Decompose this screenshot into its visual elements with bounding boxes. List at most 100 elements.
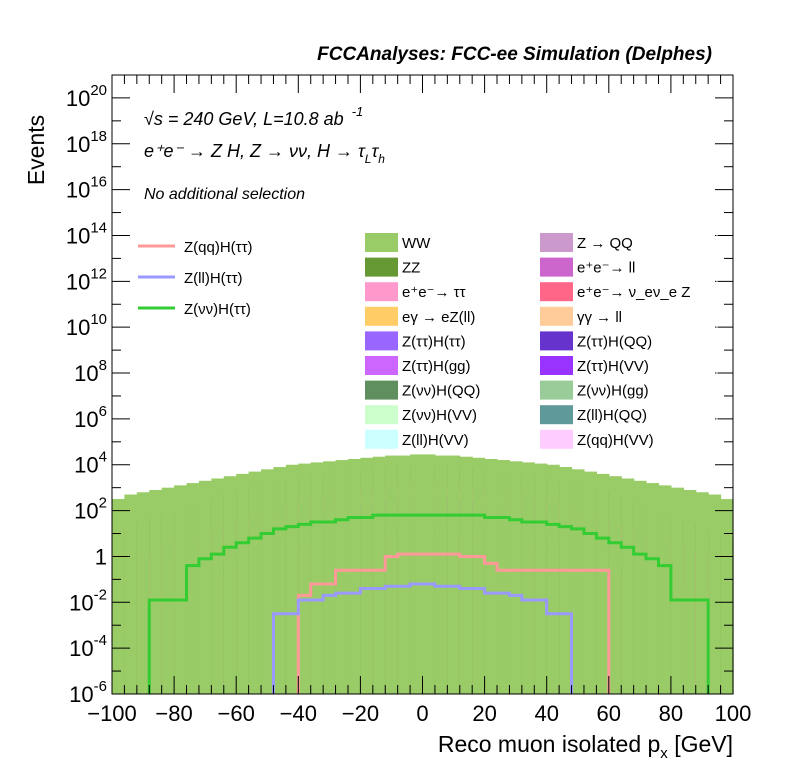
y-axis-label: Events	[23, 115, 49, 185]
y-tick-label-13: 10-6	[69, 678, 107, 707]
component-bar-11-7	[198, 483, 212, 694]
legend-label-5: e⁺e⁻→ ν_eν_e Z	[577, 284, 690, 301]
component-bar-11-1	[124, 496, 137, 694]
legend-swatch-11	[540, 356, 573, 375]
component-bar-11-46	[683, 492, 696, 694]
legend-swatch-0	[365, 233, 398, 252]
x-tick-label-0: −100	[87, 701, 137, 726]
annotation-process: e⁺e⁻ → Z H, Z → νν, H → τLτh	[144, 141, 385, 166]
component-bar-11-49	[720, 499, 733, 694]
x-tick-label-6: 20	[472, 701, 496, 726]
legend-swatch-3	[540, 257, 573, 277]
legend-swatch-16	[365, 429, 398, 449]
legend-line-label-0: Z(qq)H(ττ)	[184, 239, 253, 256]
component-bar-11-43	[646, 485, 659, 694]
legend-label-17: Z(qq)H(VV)	[577, 432, 654, 449]
legend-swatch-1	[540, 233, 573, 252]
legend-label-9: Z(ττ)H(QQ)	[577, 333, 652, 350]
x-axis-label: Reco muon isolated px [GeV]	[438, 731, 733, 762]
x-tick-label-3: −40	[280, 701, 317, 726]
y-tick-label-5: 1010	[66, 311, 107, 340]
legend-swatch-2	[365, 257, 398, 277]
legend-swatch-5	[540, 282, 573, 302]
annotation-selection: No additional selection	[144, 186, 305, 203]
legend-label-16: Z(ll)H(VV)	[402, 432, 469, 449]
x-tick-label-8: 60	[597, 701, 621, 726]
legend-line-label-2: Z(νν)H(ττ)	[184, 301, 251, 318]
x-tick-label-1: −80	[155, 701, 192, 726]
legend-swatch-15	[540, 405, 573, 425]
legend-label-7: γγ → ll	[577, 309, 622, 326]
legend-swatch-4	[365, 282, 398, 302]
legend-swatch-8	[365, 331, 398, 351]
y-tick-label-9: 102	[74, 495, 107, 524]
legend-label-11: Z(ττ)H(VV)	[577, 358, 649, 375]
component-bar-11-14	[285, 467, 299, 694]
component-bar-11-0	[112, 499, 125, 694]
svg-text:e⁺e⁻ → Z H, Z → νν, H → τLτh: e⁺e⁻ → Z H, Z → νν, H → τLτh	[144, 141, 385, 166]
component-bar-11-42	[633, 483, 647, 694]
legend-label-6: eγ → eZ(ll)	[402, 309, 475, 326]
component-bar-11-30	[484, 460, 498, 694]
legend-line-label-1: Z(ll)H(ττ)	[184, 270, 243, 287]
component-bar-11-27	[447, 457, 460, 694]
legend-swatch-7	[540, 306, 573, 326]
legend-label-8: Z(ττ)H(ττ)	[402, 333, 466, 350]
component-bar-11-10	[236, 476, 249, 694]
legend-swatch-10	[365, 356, 398, 375]
component-bar-11-25	[422, 455, 435, 694]
component-bar-11-36	[559, 469, 572, 694]
component-bar-11-41	[621, 480, 634, 694]
component-bar-11-15	[298, 464, 311, 694]
legend-swatch-6	[365, 306, 398, 326]
component-bar-11-34	[534, 464, 547, 694]
legend-swatch-13	[540, 380, 573, 400]
component-bar-11-18	[335, 460, 348, 694]
component-bar-11-19	[347, 460, 361, 694]
component-bar-11-9	[223, 478, 237, 694]
legend-label-2: ZZ	[402, 260, 420, 277]
component-bar-11-44	[658, 487, 671, 694]
y-tick-label-8: 104	[74, 449, 107, 478]
line-series-2	[147, 513, 710, 694]
component-bar-11-24	[410, 455, 423, 694]
component-bar-11-32	[509, 462, 522, 694]
component-bar-11-5	[174, 487, 187, 694]
component-bar-11-48	[708, 496, 721, 694]
component-bar-11-29	[472, 457, 485, 694]
component-bar-11-23	[397, 457, 411, 694]
y-tick-label-0: 1020	[66, 82, 107, 111]
component-bar-11-37	[571, 471, 584, 694]
y-tick-label-2: 1016	[66, 174, 107, 203]
component-bar-11-26	[434, 457, 448, 694]
stack-fills	[112, 454, 734, 694]
legend-label-1: Z → QQ	[577, 235, 633, 252]
component-bar-11-31	[497, 460, 510, 694]
y-tick-label-10: 1	[95, 544, 107, 569]
component-bar-11-12	[261, 471, 274, 694]
legend-label-15: Z(ll)H(QQ)	[577, 407, 647, 424]
x-tick-label-4: −20	[342, 701, 379, 726]
line-series-1	[271, 582, 574, 694]
component-bar-11-8	[211, 480, 224, 694]
y-tick-label-3: 1014	[66, 219, 107, 248]
component-bar-11-17	[323, 462, 336, 694]
x-tick-label-2: −60	[218, 701, 255, 726]
component-bar-11-33	[521, 462, 535, 694]
component-bar-11-22	[385, 457, 398, 694]
y-tick-label-4: 1012	[66, 265, 107, 294]
component-bar-11-20	[360, 457, 373, 694]
x-tick-label-9: 80	[659, 701, 683, 726]
x-tick-label-5: 0	[416, 701, 428, 726]
legend: WW Z → QQ ZZ e⁺e⁻→ ll e⁺e⁻→ ττ e⁺e⁻→ ν_eν_e Z…	[138, 227, 718, 451]
legend-label-12: Z(νν)H(QQ)	[402, 383, 480, 400]
component-bar-11-16	[310, 462, 324, 694]
component-bar-11-47	[695, 494, 709, 694]
component-bar-11-2	[136, 494, 150, 694]
component-bar-11-28	[459, 457, 473, 694]
legend-label-3: e⁺e⁻→ ll	[577, 260, 635, 277]
legend-swatch-12	[365, 380, 398, 400]
component-bar-11-21	[372, 457, 386, 694]
component-bar-11-13	[273, 469, 286, 694]
